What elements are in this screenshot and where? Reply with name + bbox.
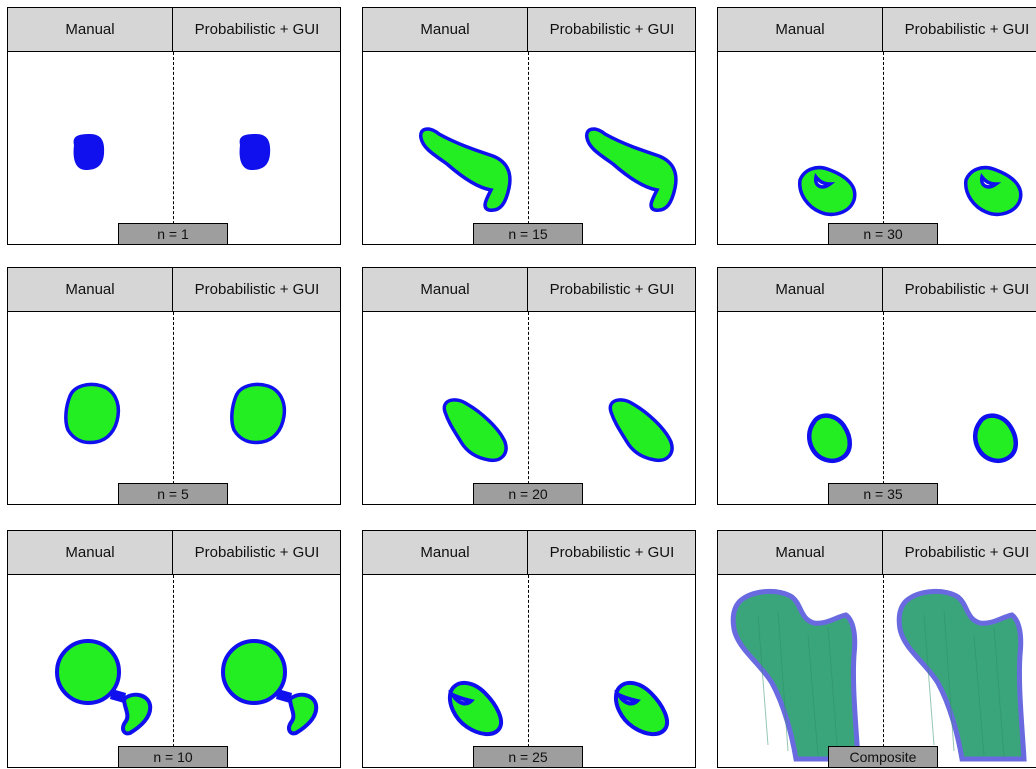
slice-label: n = 35 <box>828 483 938 504</box>
probabilistic-gui-column-label: Probabilistic + GUI <box>194 21 320 38</box>
manual-segmentation-n10 <box>55 639 153 736</box>
probabilistic-gui-column-label: Probabilistic + GUI <box>549 21 675 38</box>
panel-header: Manual Probabilistic + GUI <box>718 8 1036 52</box>
manual-segmentation-n30 <box>798 165 857 217</box>
slice-label: n = 25 <box>473 746 583 767</box>
manual-segmentation-n20 <box>442 398 508 463</box>
manual-segmentation-n15 <box>419 127 512 212</box>
probabilistic-segmentation-n10 <box>221 639 319 736</box>
panel-n25: Manual Probabilistic + GUI n = 25 <box>362 530 696 768</box>
panel-header: Manual Probabilistic + GUI <box>8 268 340 312</box>
probabilistic-segmentation-n5 <box>230 382 287 445</box>
dashed-divider <box>528 575 529 767</box>
panel-header: Manual Probabilistic + GUI <box>8 531 340 575</box>
panel-n30: Manual Probabilistic + GUI n = 30 <box>717 7 1036 245</box>
manual-column-label: Manual <box>8 8 173 51</box>
probabilistic-segmentation-n25 <box>613 681 670 736</box>
probabilistic-gui-column-label: Probabilistic + GUI <box>549 544 675 561</box>
manual-column-label: Manual <box>8 531 173 574</box>
probabilistic-gui-column-label: Probabilistic + GUI <box>904 21 1030 38</box>
panel-n15: Manual Probabilistic + GUI n = 15 <box>362 7 696 245</box>
probabilistic-gui-column-label: Probabilistic + GUI <box>194 544 320 561</box>
manual-column-label: Manual <box>363 268 528 311</box>
panel-header: Manual Probabilistic + GUI <box>718 531 1036 575</box>
panel-header: Manual Probabilistic + GUI <box>363 268 695 312</box>
manual-column-label: Manual <box>718 268 883 311</box>
probabilistic-segmentation-n20 <box>608 398 674 463</box>
panel-n10: Manual Probabilistic + GUI n = 10 <box>7 530 341 768</box>
panel-n35: Manual Probabilistic + GUI n = 35 <box>717 267 1036 505</box>
slice-label: n = 10 <box>118 746 228 767</box>
manual-segmentation-n25 <box>447 681 504 736</box>
dashed-divider <box>528 52 529 244</box>
panel-n20: Manual Probabilistic + GUI n = 20 <box>362 267 696 505</box>
probabilistic-segmentation-n35 <box>973 413 1018 463</box>
manual-column-label: Manual <box>363 8 528 51</box>
dashed-divider <box>883 575 884 767</box>
dashed-divider <box>883 52 884 244</box>
probabilistic-gui-column-label: Probabilistic + GUI <box>904 544 1030 561</box>
probabilistic-femur-3d-model <box>896 589 1027 762</box>
probabilistic-gui-column-label: Probabilistic + GUI <box>904 281 1030 298</box>
dashed-divider <box>528 312 529 504</box>
panel-header: Manual Probabilistic + GUI <box>718 268 1036 312</box>
manual-segmentation-n1 <box>73 134 105 170</box>
dashed-divider <box>173 575 174 767</box>
panel-composite: Manual Probabilistic + GUI Composite <box>717 530 1036 768</box>
slice-label: n = 20 <box>473 483 583 504</box>
manual-segmentation-n35 <box>807 413 852 463</box>
manual-column-label: Manual <box>8 268 173 311</box>
probabilistic-segmentation-n30 <box>964 165 1023 217</box>
composite-label: Composite <box>828 746 938 767</box>
probabilistic-segmentation-n1 <box>239 134 271 170</box>
manual-femur-3d-model <box>730 589 861 762</box>
panel-header: Manual Probabilistic + GUI <box>8 8 340 52</box>
slice-label: n = 15 <box>473 223 583 244</box>
slice-label: n = 1 <box>118 223 228 244</box>
manual-column-label: Manual <box>718 531 883 574</box>
panel-n1: Manual Probabilistic + GUI n = 1 <box>7 7 341 245</box>
panel-header: Manual Probabilistic + GUI <box>363 8 695 52</box>
probabilistic-segmentation-n15 <box>585 127 678 212</box>
manual-column-label: Manual <box>363 531 528 574</box>
manual-column-label: Manual <box>718 8 883 51</box>
slice-label: n = 5 <box>118 483 228 504</box>
dashed-divider <box>883 312 884 504</box>
panel-n5: Manual Probabilistic + GUI n = 5 <box>7 267 341 505</box>
dashed-divider <box>173 52 174 244</box>
panel-header: Manual Probabilistic + GUI <box>363 531 695 575</box>
probabilistic-gui-column-label: Probabilistic + GUI <box>549 281 675 298</box>
manual-segmentation-n5 <box>64 382 121 445</box>
slice-label: n = 30 <box>828 223 938 244</box>
dashed-divider <box>173 312 174 504</box>
probabilistic-gui-column-label: Probabilistic + GUI <box>194 281 320 298</box>
